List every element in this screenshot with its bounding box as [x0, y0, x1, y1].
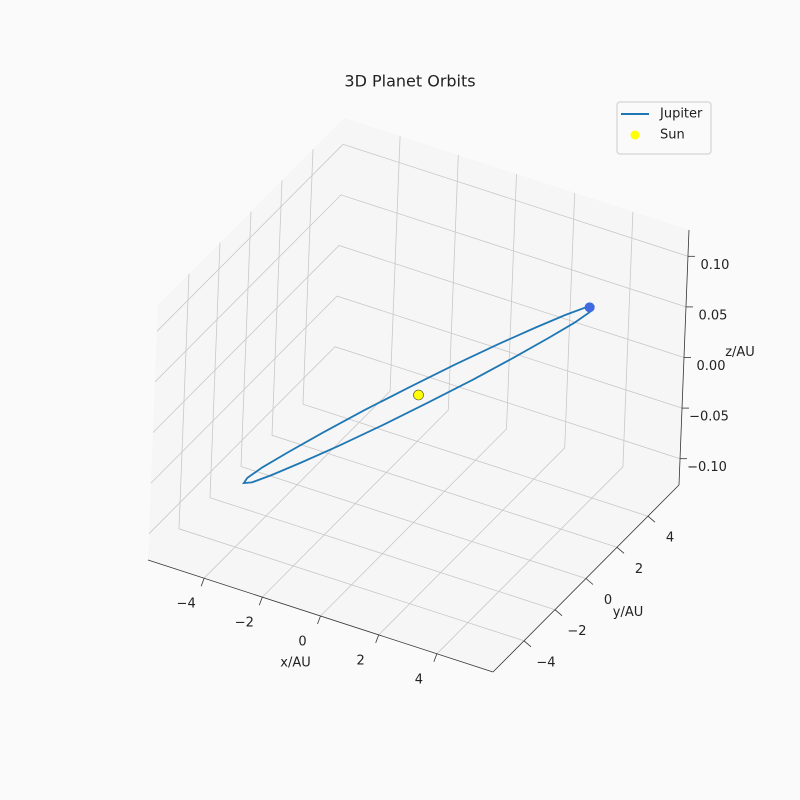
grid-line	[209, 242, 556, 611]
y-tick-label: 4	[666, 531, 674, 546]
x-tick-label: 4	[415, 672, 423, 687]
z-tick-label: 0.10	[700, 258, 729, 273]
grid-line	[150, 295, 683, 484]
y-tick	[585, 578, 594, 585]
grid-line	[152, 245, 685, 433]
legend-marker	[630, 130, 640, 140]
orbit-line	[242, 305, 595, 485]
y-axis-label: y/AU	[613, 605, 643, 620]
x-tick	[258, 596, 263, 606]
grid-line	[271, 180, 618, 548]
grid-line	[154, 194, 687, 383]
y-tick	[554, 609, 563, 616]
x-axis	[147, 559, 494, 673]
x-tick	[200, 578, 205, 587]
z-axis	[678, 229, 690, 486]
x-tick-label: 2	[357, 653, 365, 668]
x-tick-label: −2	[235, 616, 254, 631]
y-tick	[616, 547, 625, 554]
chart-title: 3D Planet Orbits	[344, 72, 475, 91]
x-tick-label: −4	[177, 597, 196, 612]
z-tick-label: −0.05	[689, 410, 729, 425]
y-tick-label: 0	[604, 593, 612, 608]
x-axis-label: x/AU	[280, 656, 310, 671]
legend-label: Sun	[660, 128, 685, 143]
z-axis-label: z/AU	[725, 345, 755, 360]
y-tick-label: −4	[536, 655, 555, 670]
grid-line	[148, 346, 681, 534]
x-tick	[433, 653, 438, 662]
x-tick-label: 0	[298, 635, 306, 650]
y-tick-label: 2	[635, 562, 643, 577]
point	[413, 389, 424, 401]
y-tick	[647, 515, 656, 523]
grid-line	[156, 143, 689, 332]
z-tick-label: 0.05	[699, 308, 728, 323]
z-tick-label: −0.10	[687, 460, 727, 475]
y-axis	[492, 484, 680, 673]
y-tick-label: −2	[567, 624, 586, 639]
y-tick	[523, 640, 532, 648]
x-tick	[317, 615, 321, 625]
grid-line	[240, 211, 587, 579]
z-tick-label: 0.00	[697, 359, 726, 374]
grid-line	[178, 273, 525, 642]
x-tick	[375, 634, 380, 644]
point	[584, 302, 595, 313]
legend-label: Jupiter	[659, 107, 703, 122]
grid-line	[302, 149, 649, 517]
